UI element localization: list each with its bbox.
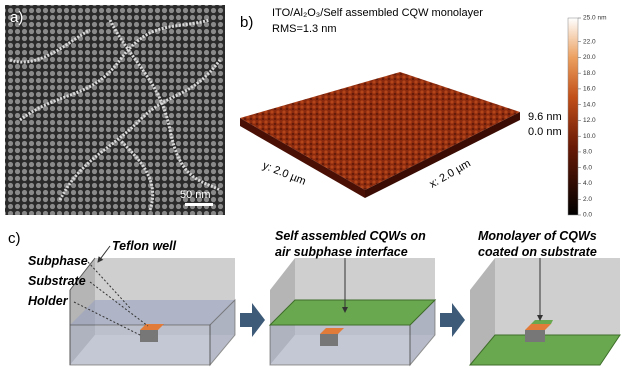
scale-bar (185, 203, 213, 206)
scale-bar-label: 50 nm (180, 189, 211, 201)
colorbar-tick-label: 16.0 (583, 86, 596, 93)
afm-title: ITO/Al₂O₃/Self assembled CQW monolayer (272, 7, 483, 19)
rms: RMS=1.3 nm (272, 23, 337, 35)
panel-label: b) (240, 14, 253, 31)
colorbar (568, 18, 578, 215)
panel-label: a) (10, 9, 23, 26)
z-top-label: 9.6 nm (528, 111, 562, 123)
y-axis-label: y: 2.0 µm (261, 160, 308, 188)
step2-line: air subphase interface (275, 245, 408, 259)
colorbar-tick-label: 2.0 (583, 196, 592, 203)
box-2 (270, 258, 435, 365)
box-1 (70, 258, 235, 365)
colorbar-tick-label: 12.0 (583, 117, 596, 124)
colorbar-tick-label: 18.0 (583, 70, 596, 77)
colorbar-tick-label: 25.0 nm (583, 15, 607, 22)
figure: a) 50 nm b) ITO/Al₂O₃/Self assembled CQW… (0, 0, 622, 369)
colorbar-tick-label: 4.0 (583, 180, 592, 187)
colorbar-tick-label: 10.0 (583, 133, 596, 140)
colorbar-tick-label: 6.0 (583, 164, 592, 171)
z-bottom-label: 0.0 nm (528, 126, 562, 138)
colorbar-tick-label: 14.0 (583, 101, 596, 108)
colorbar-tick-label: 22.0 (583, 38, 596, 45)
arrow (240, 303, 265, 337)
arrow (440, 303, 465, 337)
subphase-label: Subphase (28, 254, 88, 268)
panel-label: c) (8, 230, 21, 247)
colorbar-tick-label: 0.0 (583, 212, 592, 219)
box-3 (470, 258, 620, 365)
step3-line: Monolayer of CQWs (478, 229, 597, 243)
tem-image (5, 5, 225, 215)
substrate-label: Substrate (28, 274, 86, 288)
colorbar-tick-label: 20.0 (583, 54, 596, 61)
holder-label: Holder (28, 294, 69, 308)
step2-line: Self assembled CQWs on (275, 229, 426, 243)
teflon-well-label: Teflon well (112, 239, 177, 253)
step3-line: coated on substrate (478, 245, 597, 259)
colorbar-tick-label: 8.0 (583, 149, 592, 156)
